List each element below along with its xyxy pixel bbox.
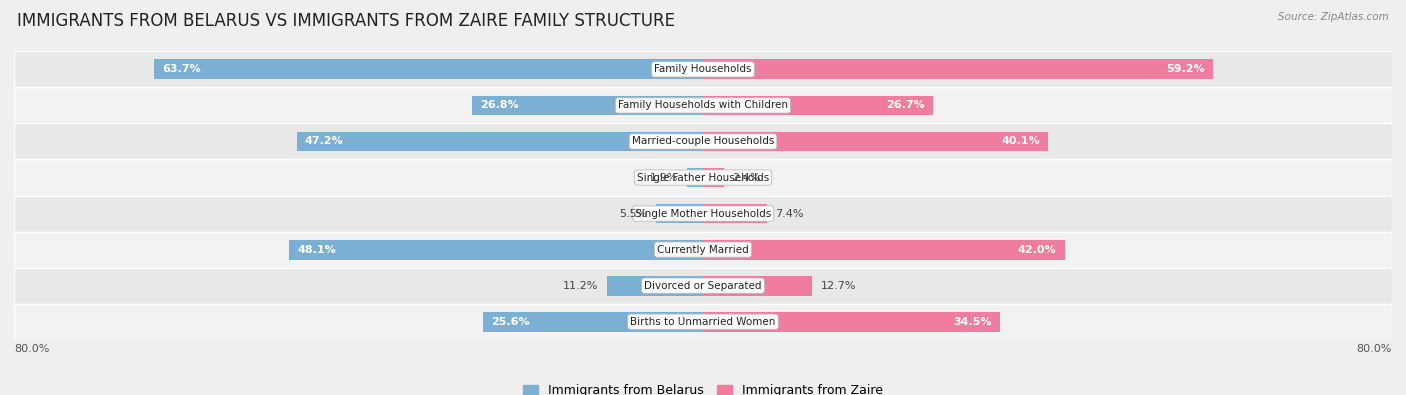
Text: 34.5%: 34.5%	[953, 317, 991, 327]
Text: 1.9%: 1.9%	[650, 173, 678, 182]
Text: Single Mother Households: Single Mother Households	[636, 209, 770, 218]
Text: 25.6%: 25.6%	[491, 317, 530, 327]
Bar	[14, 231, 1392, 268]
Text: 48.1%: 48.1%	[297, 245, 336, 255]
Bar	[686, 167, 703, 187]
Bar	[14, 123, 1392, 160]
Text: 2.4%: 2.4%	[733, 173, 761, 182]
Text: Divorced or Separated: Divorced or Separated	[644, 280, 762, 291]
Text: Married-couple Households: Married-couple Households	[631, 136, 775, 147]
Text: 59.2%: 59.2%	[1166, 64, 1205, 74]
Text: Births to Unmarried Women: Births to Unmarried Women	[630, 317, 776, 327]
Bar	[703, 60, 1213, 79]
Bar	[655, 204, 703, 224]
Legend: Immigrants from Belarus, Immigrants from Zaire: Immigrants from Belarus, Immigrants from…	[523, 384, 883, 395]
Bar	[472, 96, 703, 115]
Text: 42.0%: 42.0%	[1018, 245, 1056, 255]
Text: 40.1%: 40.1%	[1001, 136, 1040, 147]
Text: 12.7%: 12.7%	[821, 280, 856, 291]
Bar	[155, 60, 703, 79]
Bar	[297, 132, 703, 151]
Bar	[14, 268, 1392, 304]
Text: 7.4%: 7.4%	[775, 209, 803, 218]
Bar	[703, 132, 1049, 151]
Bar	[14, 51, 1392, 87]
Text: 26.8%: 26.8%	[481, 100, 519, 111]
Bar	[288, 240, 703, 260]
Text: IMMIGRANTS FROM BELARUS VS IMMIGRANTS FROM ZAIRE FAMILY STRUCTURE: IMMIGRANTS FROM BELARUS VS IMMIGRANTS FR…	[17, 12, 675, 30]
Bar	[606, 276, 703, 295]
Bar	[703, 96, 934, 115]
Text: 5.5%: 5.5%	[619, 209, 647, 218]
Bar	[14, 196, 1392, 231]
Bar	[14, 304, 1392, 340]
Text: 47.2%: 47.2%	[305, 136, 343, 147]
Text: 80.0%: 80.0%	[14, 344, 49, 354]
Text: 26.7%: 26.7%	[886, 100, 925, 111]
Bar	[703, 276, 813, 295]
Text: 11.2%: 11.2%	[562, 280, 599, 291]
Text: Currently Married: Currently Married	[657, 245, 749, 255]
Text: Source: ZipAtlas.com: Source: ZipAtlas.com	[1278, 12, 1389, 22]
Text: Family Households: Family Households	[654, 64, 752, 74]
Text: 63.7%: 63.7%	[163, 64, 201, 74]
Text: Single Father Households: Single Father Households	[637, 173, 769, 182]
Bar	[703, 240, 1064, 260]
Text: Family Households with Children: Family Households with Children	[619, 100, 787, 111]
Text: 80.0%: 80.0%	[1357, 344, 1392, 354]
Bar	[14, 160, 1392, 196]
Bar	[703, 204, 766, 224]
Bar	[703, 312, 1000, 331]
Bar	[703, 167, 724, 187]
Bar	[482, 312, 703, 331]
Bar	[14, 87, 1392, 123]
